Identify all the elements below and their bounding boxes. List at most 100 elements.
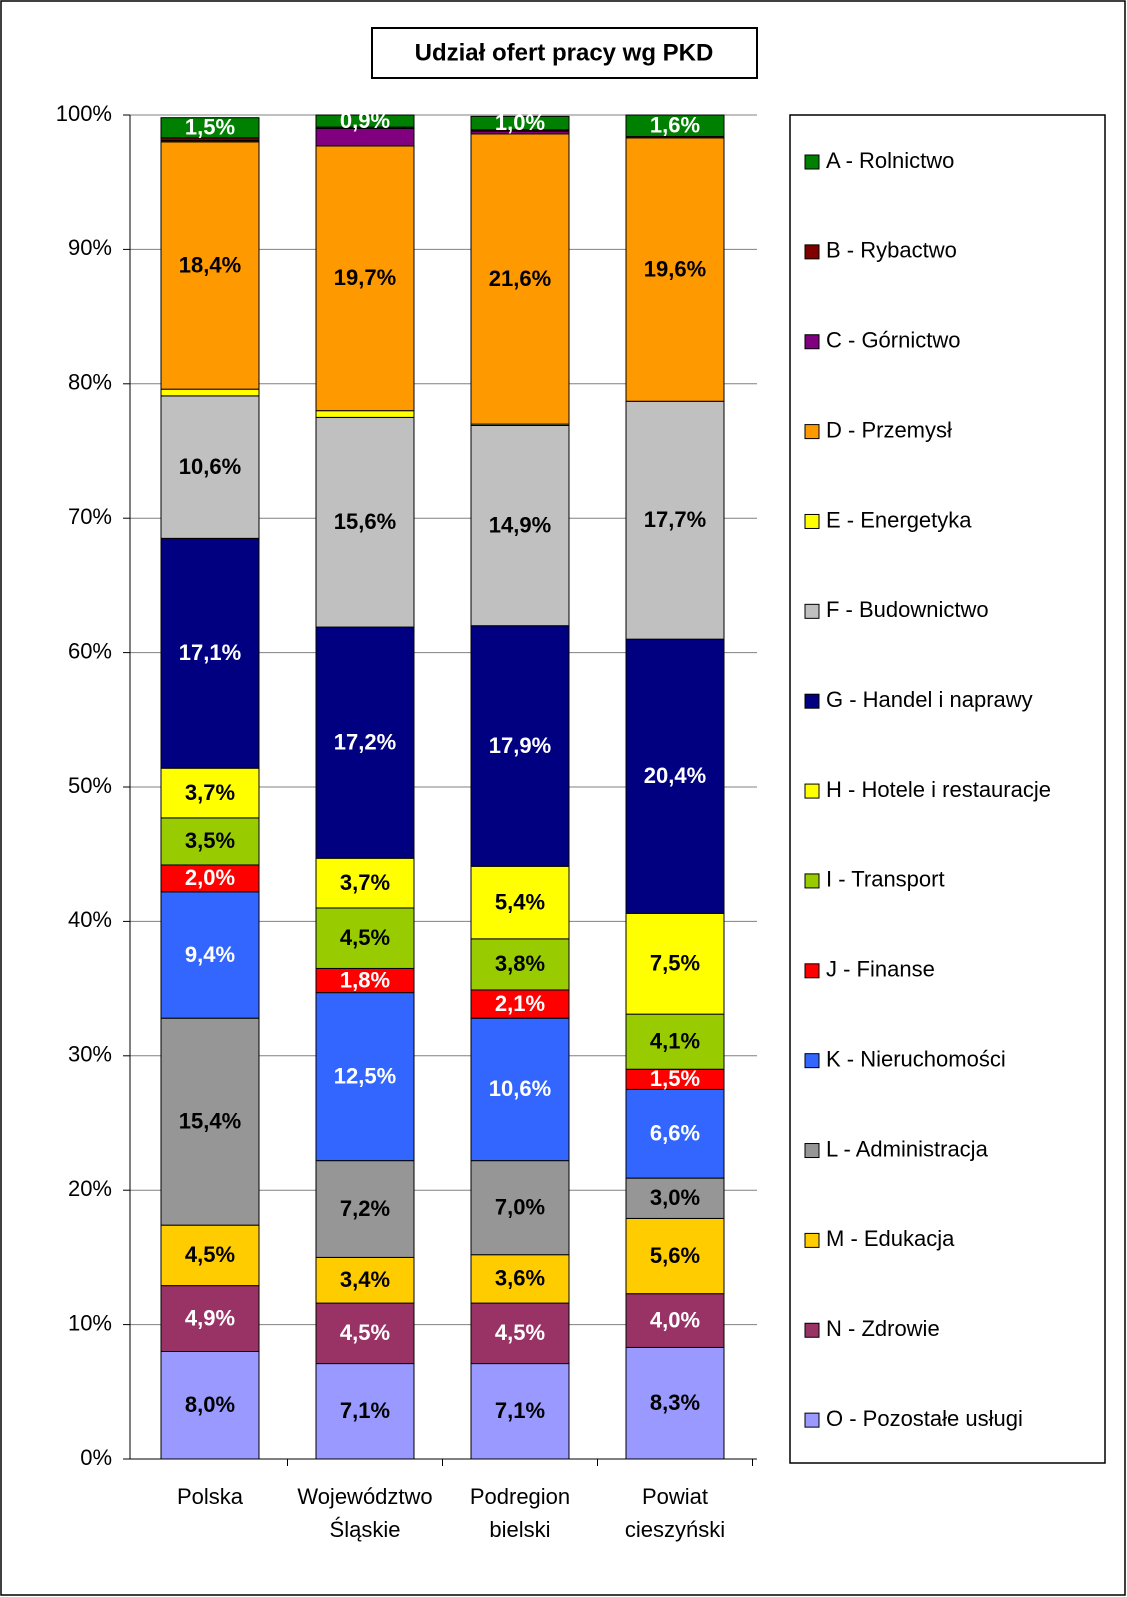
data-label: 4,5% <box>340 925 390 950</box>
legend-label: O - Pozostałe usługi <box>826 1406 1023 1431</box>
bar-segment <box>470 1017 570 1162</box>
bar-segment <box>160 864 260 893</box>
legend-swatch <box>804 513 820 529</box>
bar-segment <box>470 1160 570 1256</box>
legend-swatch <box>804 603 820 619</box>
data-label: 5,6% <box>650 1243 700 1268</box>
bar-segment <box>315 907 415 969</box>
y-tick-label: 0% <box>80 1445 112 1470</box>
data-label: 1,0% <box>495 110 545 135</box>
legend-label: J - Finanse <box>826 957 935 982</box>
data-label: 15,6% <box>334 509 396 534</box>
data-label: 17,1% <box>179 640 241 665</box>
data-label: 4,9% <box>185 1305 235 1330</box>
bar-segment <box>315 626 415 859</box>
data-label: 4,0% <box>650 1307 700 1332</box>
legend-swatch <box>804 693 820 709</box>
y-tick-label: 10% <box>68 1310 112 1335</box>
data-label: 2,1% <box>495 991 545 1016</box>
bar-segment <box>315 1302 415 1365</box>
data-label: 17,7% <box>644 507 706 532</box>
data-label: 10,6% <box>179 454 241 479</box>
x-tick-label: Podregion bielski <box>469 1484 571 1542</box>
bar-segment <box>625 912 725 1015</box>
legend-label: G - Handel i naprawy <box>826 687 1033 712</box>
bar-segment <box>315 992 415 1162</box>
bar-segment <box>315 857 415 909</box>
data-label: 15,4% <box>179 1108 241 1133</box>
legend-swatch <box>804 783 820 799</box>
bar-segment <box>470 115 570 131</box>
data-label: 8,3% <box>650 1390 700 1415</box>
bar-segment <box>625 1177 725 1219</box>
data-label: 3,7% <box>185 780 235 805</box>
bar-segment <box>160 388 260 397</box>
legend-label: C - Górnictwo <box>826 328 960 353</box>
bar-segment <box>315 416 415 628</box>
legend-label: E - Energetyka <box>826 507 972 532</box>
bar-segment <box>160 1017 260 1226</box>
y-tick-label: 100% <box>56 101 112 126</box>
bar-segment <box>625 638 725 914</box>
bar-segment <box>470 1254 570 1304</box>
bar-segment <box>160 141 260 390</box>
legend-swatch <box>804 424 820 440</box>
bar-segment <box>625 1217 725 1295</box>
bar-segment <box>160 817 260 866</box>
legend-label: I - Transport <box>826 867 945 892</box>
data-label: 2,0% <box>185 865 235 890</box>
data-label: 4,1% <box>650 1029 700 1054</box>
data-label: 19,7% <box>334 265 396 290</box>
data-label: 1,6% <box>650 113 700 138</box>
legend-swatch <box>804 963 820 979</box>
y-tick-label: 70% <box>68 504 112 529</box>
y-tick-label: 90% <box>68 235 112 260</box>
bar-segment <box>315 967 415 994</box>
legend-swatch <box>804 244 820 260</box>
bar-segment <box>160 767 260 819</box>
legend-swatch <box>804 334 820 350</box>
data-label: 10,6% <box>489 1076 551 1101</box>
data-label: 7,2% <box>340 1196 390 1221</box>
data-label: 12,5% <box>334 1063 396 1088</box>
data-label: 9,4% <box>185 942 235 967</box>
bar-segment <box>625 400 725 640</box>
data-label: 3,7% <box>340 870 390 895</box>
data-label: 3,0% <box>650 1185 700 1210</box>
bar-segment <box>315 114 415 128</box>
data-label: 4,5% <box>340 1320 390 1345</box>
bar-segment <box>470 865 570 940</box>
bar-segment <box>160 891 260 1019</box>
x-tick-label: Polska <box>176 1484 244 1509</box>
data-label: 8,0% <box>185 1392 235 1417</box>
bar-segment <box>470 989 570 1019</box>
bar-segment <box>470 625 570 867</box>
x-tick-label: Województwo Śląskie <box>297 1484 433 1542</box>
title-box <box>371 27 758 79</box>
data-label: 7,0% <box>495 1194 545 1219</box>
legend-swatch <box>804 1143 820 1159</box>
legend-swatch <box>804 1412 820 1428</box>
bar-segment <box>315 145 415 412</box>
legend-swatch <box>804 1322 820 1338</box>
data-label: 4,5% <box>185 1242 235 1267</box>
legend-label: A - Rolnictwo <box>826 148 954 173</box>
data-label: 3,8% <box>495 951 545 976</box>
bar-segment <box>160 1285 260 1352</box>
bar-segment <box>160 1350 260 1460</box>
bar-segment <box>315 1160 415 1258</box>
bar-segment <box>315 1256 415 1304</box>
legend-label: N - Zdrowie <box>826 1316 940 1341</box>
legend-label: K - Nieruchomości <box>826 1046 1006 1071</box>
data-label: 1,5% <box>650 1066 700 1091</box>
legend-swatch <box>804 1053 820 1069</box>
bar-segment <box>625 1013 725 1070</box>
data-label: 17,2% <box>334 729 396 754</box>
data-label: 6,6% <box>650 1121 700 1146</box>
data-label: 14,9% <box>489 512 551 537</box>
bar-segment <box>625 1346 725 1460</box>
data-label: 1,5% <box>185 115 235 140</box>
bar-segment <box>160 395 260 539</box>
y-tick-label: 60% <box>68 638 112 663</box>
